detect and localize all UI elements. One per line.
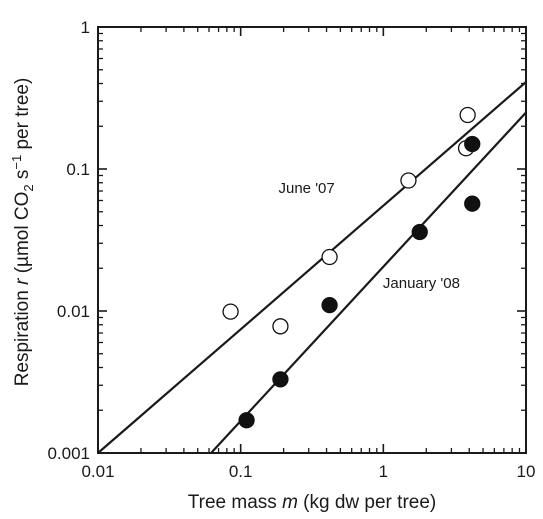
annotations: June '07 January '08 xyxy=(279,180,460,292)
x-tick-label: 10 xyxy=(517,462,536,481)
point-june xyxy=(272,318,289,335)
fit-line xyxy=(98,81,526,453)
plot-frame xyxy=(97,26,527,454)
y-axis-title: Respiration r (µmol CO2 s−1 per tree) xyxy=(9,78,36,387)
y-tick-label: 0.01 xyxy=(57,302,90,321)
y-tick-label: 1 xyxy=(81,18,90,37)
point-june xyxy=(459,106,476,124)
fit-line xyxy=(210,111,526,453)
fit-lines xyxy=(98,81,526,453)
point-january xyxy=(238,412,255,429)
series-annotation: June '07 xyxy=(279,180,335,197)
point-january xyxy=(272,371,289,388)
point-june xyxy=(222,303,239,320)
x-axis-title: Tree mass m (kg dw per tree) xyxy=(188,492,436,513)
point-january xyxy=(321,296,338,314)
y-tick-label: 0.1 xyxy=(66,160,90,179)
point-june xyxy=(321,248,338,266)
x-tick-label: 0.01 xyxy=(81,462,114,481)
data-points xyxy=(222,106,481,429)
x-tick-label: 1 xyxy=(379,462,388,481)
point-january xyxy=(411,223,428,241)
series-annotation: January '08 xyxy=(383,275,460,292)
y-tick-label: 0.001 xyxy=(47,444,90,463)
point-january xyxy=(464,135,481,153)
x-tick-label: 0.1 xyxy=(229,462,253,481)
point-june xyxy=(400,172,417,189)
point-january xyxy=(464,195,481,212)
